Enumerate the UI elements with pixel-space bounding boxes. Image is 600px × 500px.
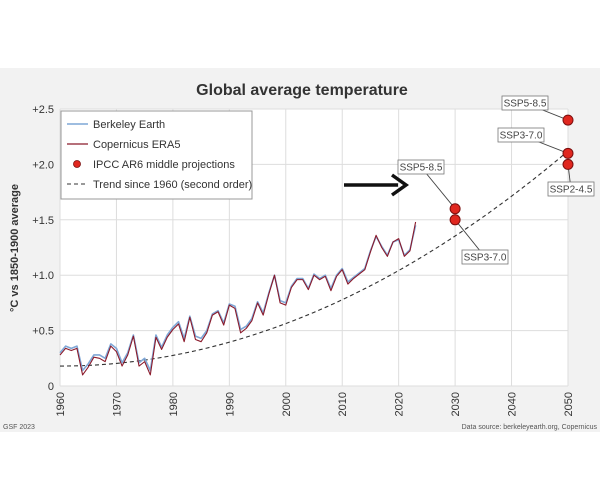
footer-left: GSF 2023 [3,424,35,431]
legend-item: Berkeley Earth [67,119,165,131]
callout-label: SSP2-4.5 [550,185,593,196]
y-axis-label: °C vs 1850-1900 average [9,184,21,312]
chart-svg: Global average temperature 0 +0.5 +1.0 +1.5… [0,68,600,432]
callout-box [547,181,595,197]
projection-callout: SSP5-8.5 [397,159,456,210]
projection-marker [562,158,574,170]
projection-marker [449,203,461,215]
legend-item: IPCC AR6 middle projections [73,159,235,171]
legend-item: Copernicus ERA5 [67,139,180,151]
x-tick-label: 2040 [507,392,519,416]
y-tick-label: +2.5 [32,104,54,116]
x-tick-label: 1960 [55,392,67,416]
callout-label: SSP3-7.0 [500,131,543,142]
callout-label: SSP3-7.0 [464,253,507,264]
legend-item: Trend since 1960 (second order) [67,179,252,191]
y-tick-label: +0.5 [32,326,54,338]
legend: Berkeley Earth Copernicus ERA5 IPCC AR6 mi… [60,110,253,200]
callout-label: SSP5-8.5 [504,99,547,110]
projection-callout: SSP5-8.5 [501,95,569,121]
callout-layer: SSP5-8.5 SSP3-7.0 SSP5-8.5 SSP3-7.0 SSP2-4.5 [397,95,595,265]
chart-title: Global average temperature [196,82,408,99]
x-tick-label: 2010 [337,392,349,416]
x-tick-label: 2030 [450,392,462,416]
berkeley-earth-line [59,225,417,372]
y-tick-label: +2.0 [32,159,54,171]
projection-marker [562,114,574,126]
callout-box [461,249,509,265]
tick-layer: 0 +0.5 +1.0 +1.5 +2.0 +2.5 1960 1970 1980 1990 200… [32,104,575,416]
projection-marker [449,214,461,226]
arrow-layer [344,173,410,197]
callout-box [497,127,545,143]
legend-label: Copernicus ERA5 [93,139,180,151]
projection-callout: SSP2-4.5 [547,164,595,197]
copernicus-era5-line [59,221,417,376]
arrow-head [390,173,410,197]
legend-label: IPCC AR6 middle projections [93,159,235,171]
legend-box [60,110,253,200]
grid-layer [59,108,569,387]
projection-callout: SSP3-7.0 [454,219,509,265]
callout-label: SSP5-8.5 [400,163,443,174]
legend-label: Trend since 1960 (second order) [93,179,252,191]
projection-callout: SSP3-7.0 [497,127,569,154]
y-tick-label: +1.0 [32,270,54,282]
y-tick-label: 0 [48,381,54,393]
x-tick-label: 2020 [394,392,406,416]
x-tick-label: 2000 [281,392,293,416]
x-tick-label: 1990 [224,392,236,416]
series-layer [59,221,417,376]
x-tick-label: 1970 [111,392,123,416]
legend-swatch [73,160,81,168]
projection-marker [562,147,574,159]
x-tick-label: 1980 [168,392,180,416]
marker-layer [449,114,574,226]
callout-box [501,95,549,111]
legend-label: Berkeley Earth [93,119,165,131]
y-tick-label: +1.5 [32,215,54,227]
callout-box [397,159,445,175]
chart-figure: Global average temperature 0 +0.5 +1.0 +1.5… [0,68,600,432]
x-tick-label: 2050 [563,392,575,416]
footer-right: Data source: berkeleyearth.org, Copernic… [462,424,598,431]
